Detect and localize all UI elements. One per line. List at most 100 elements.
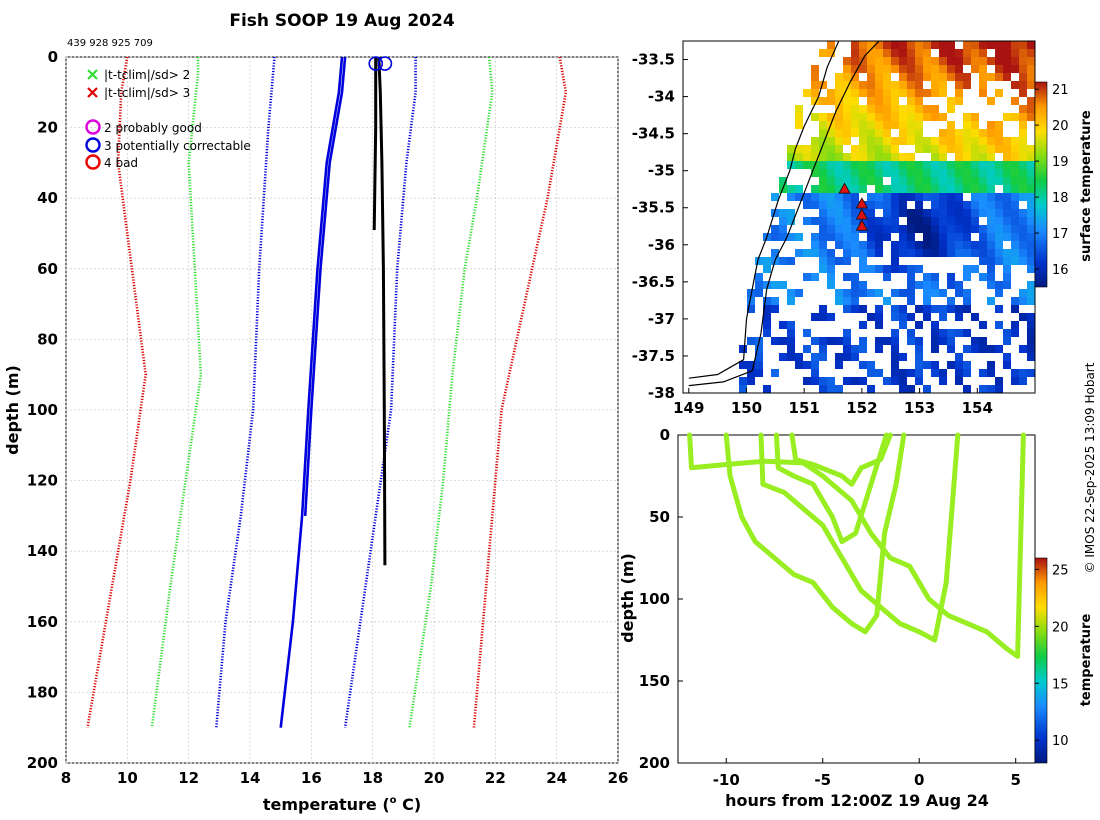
sst-cell [995, 201, 1003, 209]
sst-cell [923, 73, 931, 81]
sst-cell [1003, 225, 1011, 233]
sst-colorbar-label: surface temperature [1079, 110, 1094, 262]
sst-cell [987, 73, 995, 81]
sst-cell [1027, 201, 1035, 209]
sst-cell [787, 193, 795, 201]
sst-cell [779, 209, 787, 217]
track-series [687, 432, 1026, 659]
sst-cell [931, 361, 939, 369]
sst-cell [867, 361, 875, 369]
sst-cell [1003, 185, 1011, 193]
sst-cell [875, 321, 883, 329]
sst-cell [819, 49, 827, 57]
sst-cell [835, 337, 843, 345]
profile-grid [65, 56, 619, 764]
sst-cell [795, 353, 803, 361]
sst-cell [987, 257, 995, 265]
station-marker [855, 197, 869, 209]
sst-colorbar-tick-label: 20 [1052, 119, 1069, 134]
sst-cell [915, 321, 923, 329]
sst-cell [1003, 177, 1011, 185]
sst-cell [779, 337, 787, 345]
sst-cell [867, 137, 875, 145]
sst-cell [883, 233, 891, 241]
sst-cell [971, 161, 979, 169]
sst-cell [851, 105, 859, 113]
sst-cell [923, 105, 931, 113]
sst-cell [931, 137, 939, 145]
sst-cell [923, 249, 931, 257]
sst-cell [963, 145, 971, 153]
sst-cell [1003, 329, 1011, 337]
sst-cell [851, 297, 859, 305]
track-line [723, 432, 907, 635]
sst-cell [939, 73, 947, 81]
sst-cell [827, 281, 835, 289]
profile-y-tick-label: 20 [37, 119, 58, 137]
sst-cell [835, 361, 843, 369]
sst-cell [907, 281, 915, 289]
sst-cell [859, 249, 867, 257]
sst-cell [1011, 57, 1019, 65]
sst-cell [915, 377, 923, 385]
sst-cell [915, 209, 923, 217]
sst-cell [883, 265, 891, 273]
sst-cell [971, 177, 979, 185]
sst-cell [1019, 145, 1027, 153]
sst-cell [883, 193, 891, 201]
sst-cell [755, 353, 763, 361]
sst-cell [947, 241, 955, 249]
sst-cell [827, 145, 835, 153]
sst-cell [923, 385, 931, 393]
sst-cell [1019, 233, 1027, 241]
sst-cell [923, 185, 931, 193]
sst-cell [963, 305, 971, 313]
sst-cell [1003, 113, 1011, 121]
sst-cell [947, 297, 955, 305]
sst-cell [907, 241, 915, 249]
map-y-tick-label: -35 [648, 162, 675, 180]
sst-cell [947, 57, 955, 65]
sst-cell [899, 289, 907, 297]
sst-cell [843, 241, 851, 249]
sst-cell [1003, 265, 1011, 273]
sst-cell [899, 265, 907, 273]
sst-cell [763, 313, 771, 321]
sst-cell [931, 169, 939, 177]
sst-cell [739, 345, 747, 353]
sst-cell [803, 377, 811, 385]
sst-cell [883, 65, 891, 73]
sst-cell [867, 385, 875, 393]
sst-cell [963, 153, 971, 161]
sst-cell [979, 337, 987, 345]
sst-cell [907, 57, 915, 65]
sst-cell [883, 81, 891, 89]
sst-cell [1011, 41, 1019, 49]
profile-line-mean-1-sd [343, 57, 417, 728]
profile-x-tick-label: 24 [546, 769, 567, 787]
sst-cell [1011, 297, 1019, 305]
sst-cell [947, 233, 955, 241]
sst-cell [995, 49, 1003, 57]
temperature-colorbar-tick-label: 10 [1052, 734, 1069, 749]
sst-cell [803, 217, 811, 225]
sst-cell [835, 105, 843, 113]
profile-y-tick-label: 40 [37, 189, 58, 207]
sst-cell [971, 265, 979, 273]
sst-cell [819, 153, 827, 161]
sst-cell [907, 105, 915, 113]
sst-cell [1019, 345, 1027, 353]
sst-cell [851, 217, 859, 225]
sst-cell [835, 193, 843, 201]
map-x-tick-label: 149 [673, 399, 704, 417]
sst-cell [819, 161, 827, 169]
sst-cell [907, 193, 915, 201]
sst-cell [1003, 65, 1011, 73]
sst-cell [747, 337, 755, 345]
sst-cell [867, 65, 875, 73]
sst-cell [843, 97, 851, 105]
sst-cell [923, 113, 931, 121]
sst-cell [819, 185, 827, 193]
sst-cell [995, 209, 1003, 217]
sst-colorbar-tick-label: 17 [1052, 227, 1069, 242]
